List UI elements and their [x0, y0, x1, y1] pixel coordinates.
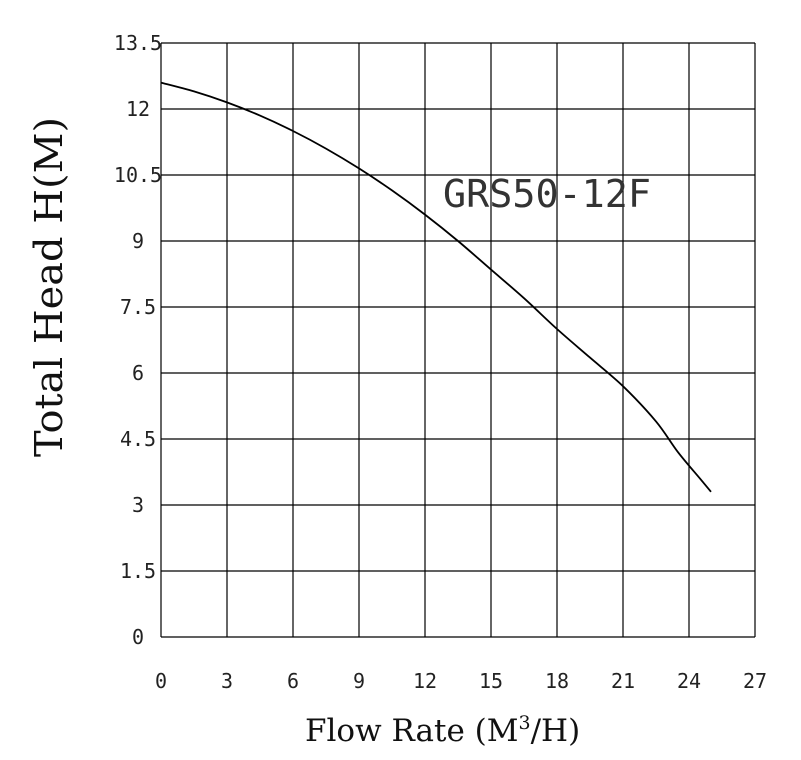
y-tick-label: 7.5: [120, 295, 156, 319]
x-tick-label: 0: [155, 669, 167, 693]
x-tick-label: 24: [677, 669, 701, 693]
x-tick-label: 15: [479, 669, 503, 693]
y-tick-label: 0: [132, 625, 144, 649]
y-tick-label: 3: [132, 493, 144, 517]
y-axis-title: Total Head H(M): [27, 117, 71, 457]
x-axis-title: Flow Rate (M3/H): [305, 712, 580, 749]
x-tick-label: 27: [743, 669, 767, 693]
performance-curve: [160, 81, 712, 493]
curve-layer: [160, 81, 712, 493]
y-tick-label: 12: [126, 97, 150, 121]
x-axis-title-main: Flow Rate (M: [305, 713, 519, 749]
x-tick-label: 21: [611, 669, 635, 693]
x-axis-title-tail: /H): [531, 713, 581, 749]
x-tick-label: 3: [221, 669, 233, 693]
y-tick-labels: 0 1.5 3 4.5 6 7.5 9 10.5 12 13.5: [114, 31, 162, 649]
x-tick-label: 6: [287, 669, 299, 693]
y-tick-label: 9: [132, 229, 144, 253]
y-tick-label: 1.5: [120, 559, 156, 583]
y-tick-label: 13.5: [114, 31, 162, 55]
model-annotation: GRS50-12F: [443, 172, 651, 216]
x-tick-label: 9: [353, 669, 365, 693]
x-tick-labels: 0 3 6 9 12 15 18 21 24 27: [155, 669, 767, 693]
y-tick-label: 6: [132, 361, 144, 385]
grid: [160, 42, 756, 638]
x-axis-title-sup: 3: [519, 712, 531, 734]
x-tick-label: 18: [545, 669, 569, 693]
y-tick-label: 4.5: [120, 427, 156, 451]
x-tick-label: 12: [413, 669, 437, 693]
y-tick-label: 10.5: [114, 163, 162, 187]
